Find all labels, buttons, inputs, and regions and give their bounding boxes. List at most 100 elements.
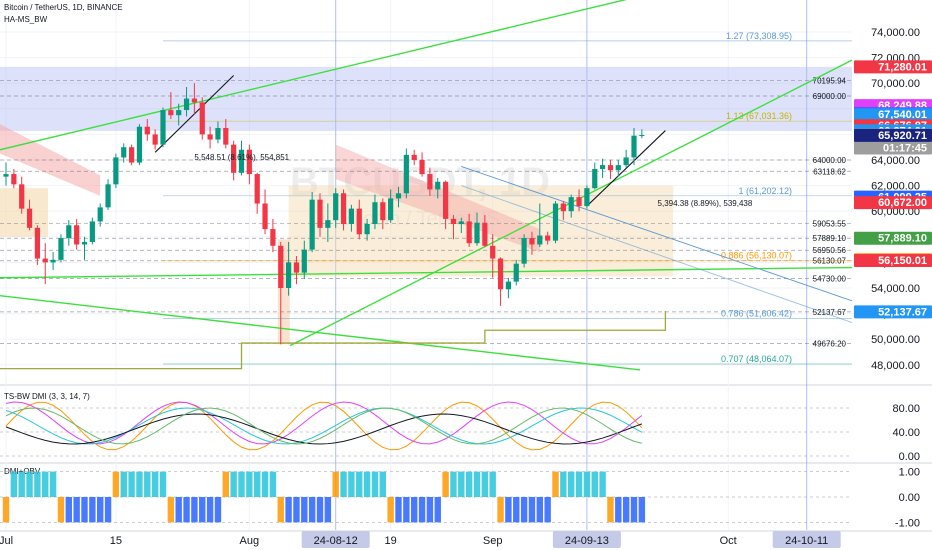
x-highlight-box (552, 531, 621, 548)
candle-body (521, 238, 527, 264)
green-trendline-flat (0, 266, 853, 279)
obv-bar (316, 497, 324, 523)
obv-bar (371, 471, 379, 497)
obv-bar (583, 471, 591, 497)
candle-body (34, 227, 40, 259)
obv-bar (301, 497, 308, 523)
obv-bar (293, 497, 300, 523)
obv-tick-label: 0.00 (899, 492, 920, 504)
candle-body (81, 241, 88, 245)
obv-bar (497, 497, 504, 523)
resistance-zone (0, 66, 852, 131)
fib-label: 0.707 (48,064.07) (721, 354, 792, 364)
candle-body (482, 222, 488, 246)
candle-body (199, 102, 205, 135)
candle-body (246, 149, 252, 175)
candle-body (278, 245, 284, 288)
obv-bar (151, 471, 159, 497)
candle-body (301, 249, 307, 273)
x-highlight-box (772, 531, 841, 548)
dmi-tick-label: 80.00 (892, 403, 920, 415)
obv-bar (167, 497, 175, 523)
fib-label: 1.27 (73,308.95) (726, 31, 792, 41)
obv-bar (183, 497, 190, 523)
obv-bar (261, 471, 269, 497)
x-tick-label: Jul (0, 535, 13, 547)
x-highlight-label: 24-09-13 (565, 535, 609, 547)
level-label: 59053.55 (813, 219, 847, 228)
level-label: 54730.00 (813, 275, 847, 284)
obv-bar (458, 471, 465, 497)
candle-body (97, 207, 103, 222)
candle-body (286, 262, 292, 288)
candle-body (74, 225, 80, 245)
x-highlight-label: 24-08-12 (314, 535, 358, 547)
candle-body (450, 218, 457, 224)
candle-body (89, 221, 95, 242)
candle-body (293, 262, 300, 273)
obv-bar (120, 471, 127, 497)
obv-bar (630, 497, 638, 523)
price-tags: 48,000.0050,000.0052,000.0054,000.0056,0… (854, 27, 932, 372)
candle-body (497, 258, 504, 290)
level-label: 69000.00 (813, 92, 847, 101)
obv-bar (49, 471, 57, 497)
candle-body (309, 199, 315, 250)
candle-body (560, 203, 566, 212)
obv-bar (104, 497, 112, 523)
obv-bar (2, 497, 10, 523)
obv-title: DMI+OBV (4, 467, 41, 476)
price-tag-label: 52,137.67 (878, 306, 927, 318)
obv-bar (528, 497, 536, 523)
obv-bar (340, 471, 347, 497)
x-tick-label: Oct (720, 535, 737, 547)
candle-body (615, 165, 621, 171)
levels: 70195.94 69000.00 64000.00 63118.62 59053.55… (0, 77, 852, 348)
green-trendline-upper (0, 0, 627, 151)
obv-bar (89, 497, 96, 523)
price-tag (854, 305, 932, 319)
price-tag (854, 128, 932, 142)
candle-body (372, 202, 378, 224)
candle-body (607, 165, 614, 171)
candle-body (136, 126, 143, 163)
blue-channel-line (461, 185, 853, 323)
candle-body (207, 134, 213, 140)
obv-bar (269, 471, 277, 497)
obv-bar (159, 471, 167, 497)
obv-bar (175, 497, 182, 523)
obv-bar (363, 471, 371, 497)
dmi-title: TS-BW DMI (3, 3, 14, 7) (4, 392, 90, 401)
candle-body (191, 98, 197, 103)
price-tag-label: 65,920.71 (878, 130, 927, 142)
price-tag (854, 196, 932, 210)
obv-bar (379, 471, 386, 497)
candle-body (419, 160, 425, 175)
obv-bar (81, 497, 88, 523)
price-tag-label: 56,150.01 (878, 255, 927, 267)
candle-body (176, 110, 182, 116)
y-tick-label: 64,000.00 (871, 155, 920, 167)
obv-bar (552, 471, 559, 497)
zones (0, 66, 852, 345)
measure-annotation: 5,548.51 (8.61%), 554,851 (194, 153, 289, 162)
obv-bar (206, 497, 214, 523)
candle-body (380, 202, 386, 221)
obv-bar (489, 471, 496, 497)
dmi-line-orange (5, 401, 643, 451)
obv-bar (615, 497, 622, 523)
consolidation-zone (288, 185, 674, 277)
green-trendline-lower (0, 294, 641, 371)
obv-bar (230, 471, 237, 497)
obv-bar (622, 497, 630, 523)
fib-levels: 1.27 (73,308.95) 1.13 (67,031.36) 1 (61,20… (163, 31, 852, 365)
candle-body (105, 184, 111, 208)
fib-label: 1 (61,202.12) (738, 186, 792, 196)
obv-bar (481, 471, 489, 497)
obv-bar (560, 471, 567, 497)
candle-body (333, 193, 339, 221)
x-highlight-box (301, 531, 370, 548)
level-label: 56950.56 (813, 246, 847, 255)
obv-bar (65, 497, 72, 523)
